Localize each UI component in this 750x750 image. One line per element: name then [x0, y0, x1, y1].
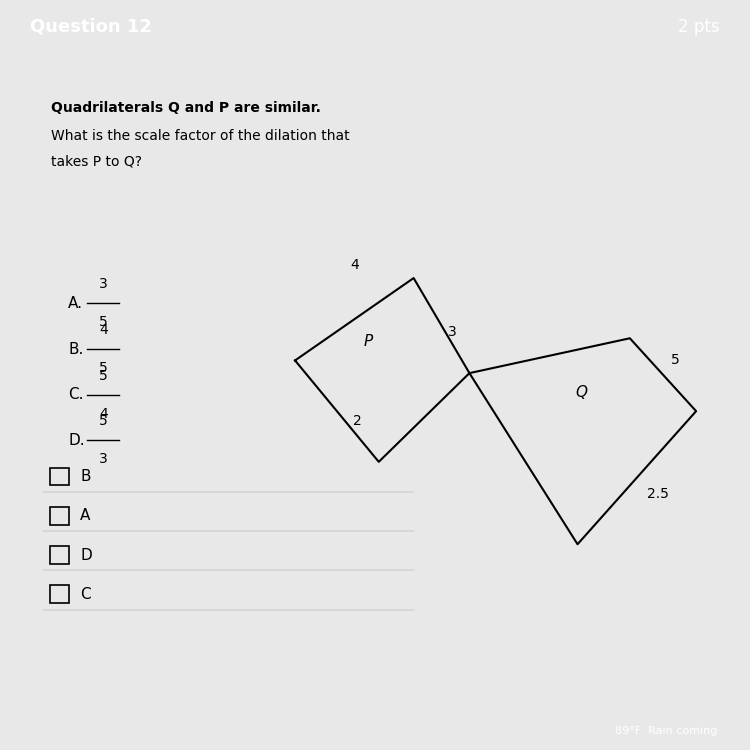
- Text: 3: 3: [448, 325, 456, 339]
- Text: 4: 4: [350, 259, 358, 272]
- Text: 5: 5: [670, 353, 680, 368]
- Text: 2.5: 2.5: [646, 487, 669, 500]
- Text: takes P to Q?: takes P to Q?: [51, 154, 142, 169]
- Bar: [50, 467, 69, 485]
- Text: What is the scale factor of the dilation that: What is the scale factor of the dilation…: [51, 129, 350, 143]
- Bar: [50, 507, 69, 524]
- Text: C.: C.: [68, 387, 84, 402]
- Text: 5: 5: [99, 361, 107, 375]
- Text: 3: 3: [99, 452, 107, 466]
- Bar: [50, 586, 69, 603]
- Text: 89°F  Rain coming: 89°F Rain coming: [615, 726, 717, 736]
- Text: Q: Q: [575, 385, 587, 400]
- Text: Question 12: Question 12: [30, 18, 152, 36]
- Text: 4: 4: [99, 323, 107, 337]
- Bar: [50, 546, 69, 564]
- Text: B.: B.: [68, 341, 84, 356]
- Text: C: C: [80, 586, 91, 602]
- Text: 4: 4: [99, 406, 107, 421]
- Text: 5: 5: [99, 316, 107, 329]
- Text: 3: 3: [99, 278, 107, 291]
- Text: 5: 5: [99, 414, 107, 428]
- Text: D: D: [80, 548, 92, 562]
- Text: 2 pts: 2 pts: [678, 18, 720, 36]
- Text: A.: A.: [68, 296, 83, 311]
- Text: D.: D.: [68, 433, 85, 448]
- Text: Quadrilaterals Q and P are similar.: Quadrilaterals Q and P are similar.: [51, 100, 321, 115]
- Text: B: B: [80, 469, 91, 484]
- Text: 5: 5: [99, 369, 107, 382]
- Text: 2: 2: [353, 414, 362, 428]
- Text: P: P: [364, 334, 373, 349]
- Text: A: A: [80, 509, 91, 524]
